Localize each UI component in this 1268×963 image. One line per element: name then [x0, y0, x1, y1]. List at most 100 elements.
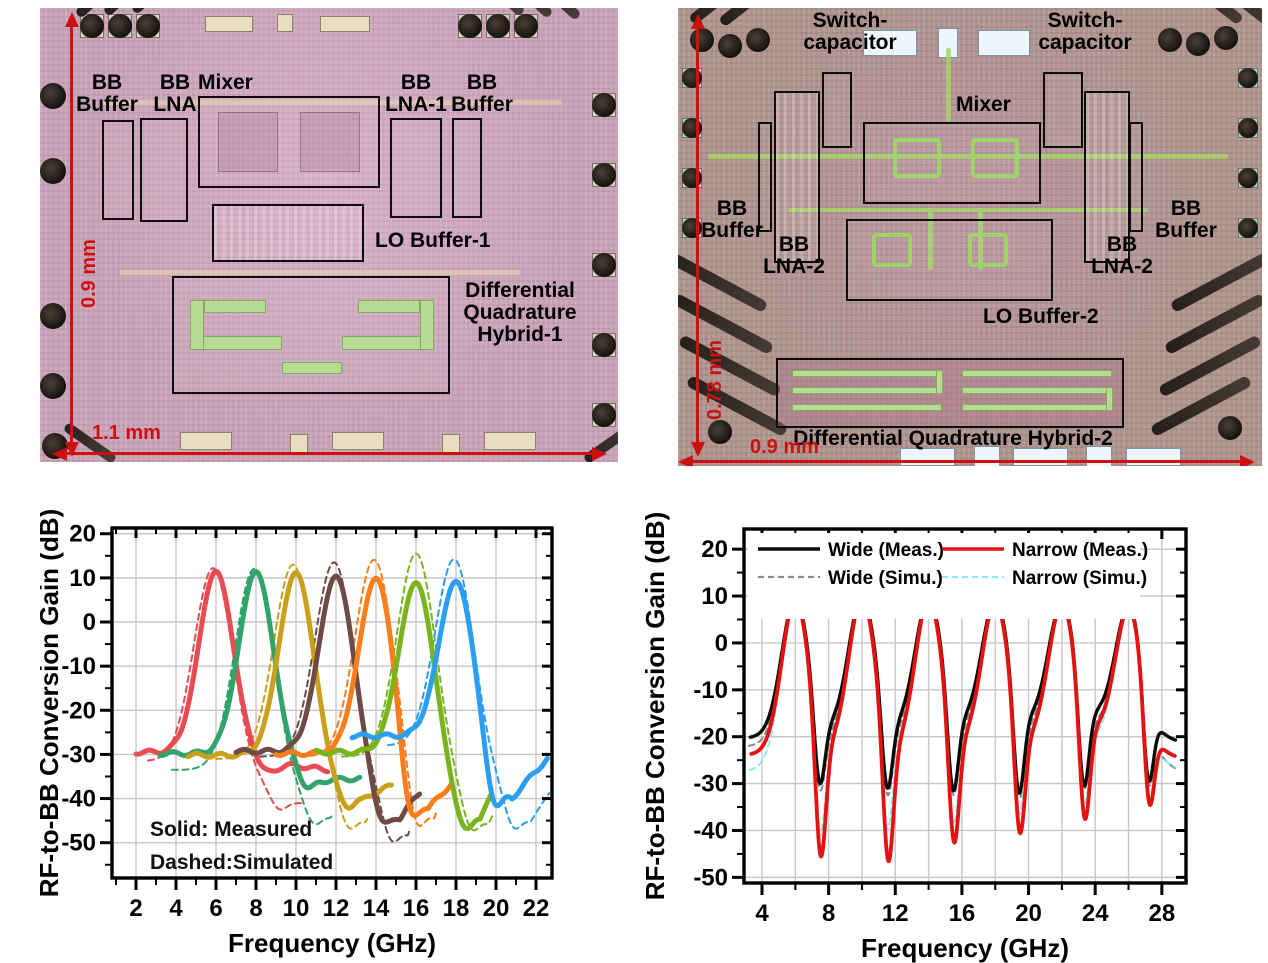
block-quadrature-hybrid-2: [776, 358, 1124, 428]
x-tick-label: 12: [882, 900, 909, 927]
bond-ball: [690, 28, 714, 52]
annotation-line: Solid: Measured: [150, 818, 312, 841]
bond-ball: [592, 403, 616, 427]
die2-height-label: 0.78 mm: [704, 339, 726, 420]
wide-narrow-gain-chart: 4 8 12 16 20 24 28 -50 -40 -30 -20 -10 0 10 20 Frequenc…: [640, 505, 1268, 963]
x-tick-label: 18: [443, 895, 470, 922]
bottom-pad: [484, 432, 536, 450]
x-tick-label: 16: [403, 895, 430, 922]
chart1-svg: 2 4 6 8 10 12 14 16 18 20 22 -50 -40 -30 -20 -10 0 10 20 Fr…: [34, 509, 554, 958]
mixer-core: [218, 112, 278, 172]
bottom-pad: [1013, 448, 1068, 466]
bottom-pad: [900, 448, 955, 466]
bond-ball: [458, 14, 482, 38]
block-bb-buffer-left: [102, 120, 134, 220]
bottom-pad: [180, 432, 232, 450]
series-16-ghz-simu-: [341, 552, 495, 832]
top-pad: [320, 16, 370, 32]
block-bb-lna: [140, 118, 188, 222]
arrowhead-left: [678, 454, 693, 466]
block-bb-buffer-right: [452, 118, 482, 218]
x-axis-title: Frequency (GHz): [228, 928, 436, 958]
y-tick-label: -40: [61, 786, 96, 813]
height-dimension-arrow: [696, 22, 699, 452]
bond-ball: [486, 14, 510, 38]
label-lo-buffer-2: LO Buffer-2: [983, 305, 1099, 328]
top-pad: [978, 30, 1030, 56]
lo-coil: [968, 233, 1008, 267]
series-12-ghz-meas-: [233, 573, 423, 825]
x-tick-label: 24: [1082, 900, 1109, 927]
block-switch-capacitor-left: [822, 72, 852, 148]
bond-ball: [1238, 168, 1258, 188]
y-tick-label: 20: [701, 536, 728, 563]
plot-frame: [742, 527, 1188, 885]
label-bb-lna-2-right: BB LNA-2: [1091, 233, 1153, 278]
bond-ball: [40, 303, 66, 329]
bond-ball: [682, 68, 702, 88]
bond-ball: [136, 14, 160, 38]
hybrid-coil: [204, 300, 266, 313]
bond-ball: [1238, 118, 1258, 138]
bond-ball: [40, 158, 66, 184]
top-pad: [277, 14, 293, 32]
plot-frame: [110, 526, 554, 880]
annotation-line: Dashed:Simulated: [150, 851, 333, 874]
bottom-pad: [442, 434, 460, 454]
x-tick-label: 28: [1148, 900, 1175, 927]
top-pad: [205, 16, 253, 32]
y-axis-title: RF-to-BB Conversion Gain (dB): [640, 512, 670, 901]
y-tick-label: 0: [83, 609, 96, 636]
label-mixer: Mixer: [198, 71, 253, 94]
label-bb-buffer-left: BB Buffer: [76, 71, 138, 116]
metal-trace: [120, 270, 520, 275]
block-bb-lna-2-right: [1084, 91, 1130, 263]
block-switch-capacitor-right: [1043, 72, 1083, 148]
y-tick-label: 10: [69, 565, 96, 592]
bond-ball: [1214, 26, 1238, 50]
x-axis-title: Frequency (GHz): [861, 933, 1069, 963]
bond-wire: [718, 8, 780, 28]
die1-width-label: 1.1 mm: [92, 422, 161, 444]
legend-label: Narrow (Meas.): [1012, 540, 1148, 561]
block-quadrature-hybrid-1: [172, 276, 450, 394]
arrowhead-right: [592, 446, 607, 461]
series-wide-meas-: [748, 595, 1178, 795]
label-bb-lna: BB LNA: [153, 71, 197, 116]
width-dimension-arrow: [62, 452, 600, 455]
x-tick-label: 4: [755, 900, 769, 927]
bond-ball: [80, 14, 104, 38]
label-bb-buffer-right: BB Buffer: [451, 71, 513, 116]
series-18-ghz-simu-: [387, 558, 551, 830]
bond-ball: [1238, 68, 1258, 88]
block-lo-buffer-1: [212, 204, 364, 262]
hybrid-meander: [962, 404, 1112, 411]
legend-label: Narrow (Simu.): [1012, 568, 1147, 589]
x-tick-label: 12: [323, 895, 350, 922]
bond-ball: [682, 168, 702, 188]
x-tick-label: 6: [209, 895, 222, 922]
arrowhead-up: [64, 12, 79, 27]
chart2-svg: 4 8 12 16 20 24 28 -50 -40 -30 -20 -10 0 10 20 Frequenc…: [640, 512, 1188, 963]
bond-ball: [1218, 416, 1242, 440]
bond-ball: [682, 118, 702, 138]
filter-bank-gain-chart: 2 4 6 8 10 12 14 16 18 20 22 -50 -40 -30 -20 -10 0 10 20 Fr…: [34, 505, 620, 963]
x-tick-label: 4: [169, 895, 183, 922]
x-tick-label: 20: [483, 895, 510, 922]
die2-width-label: 0.9 mm: [750, 436, 819, 458]
block-bb-buffer-left: [758, 122, 772, 232]
bond-ball: [514, 14, 538, 38]
arrowhead-up: [690, 14, 705, 29]
hybrid-meander: [792, 370, 942, 377]
y-tick-label: -40: [693, 817, 728, 844]
die-micrograph-1: BB Buffer BB LNA Mixer BB LNA-1 BB Buffe…: [40, 8, 618, 462]
label-bb-buffer-right: BB Buffer: [1155, 197, 1217, 242]
hybrid-meander: [792, 404, 942, 411]
bond-ball: [592, 253, 616, 277]
metal-trace: [978, 212, 983, 270]
top-pad: [863, 30, 917, 56]
bond-ball: [1158, 28, 1182, 52]
width-dimension-arrow: [688, 460, 1248, 463]
bond-ball: [40, 373, 66, 399]
